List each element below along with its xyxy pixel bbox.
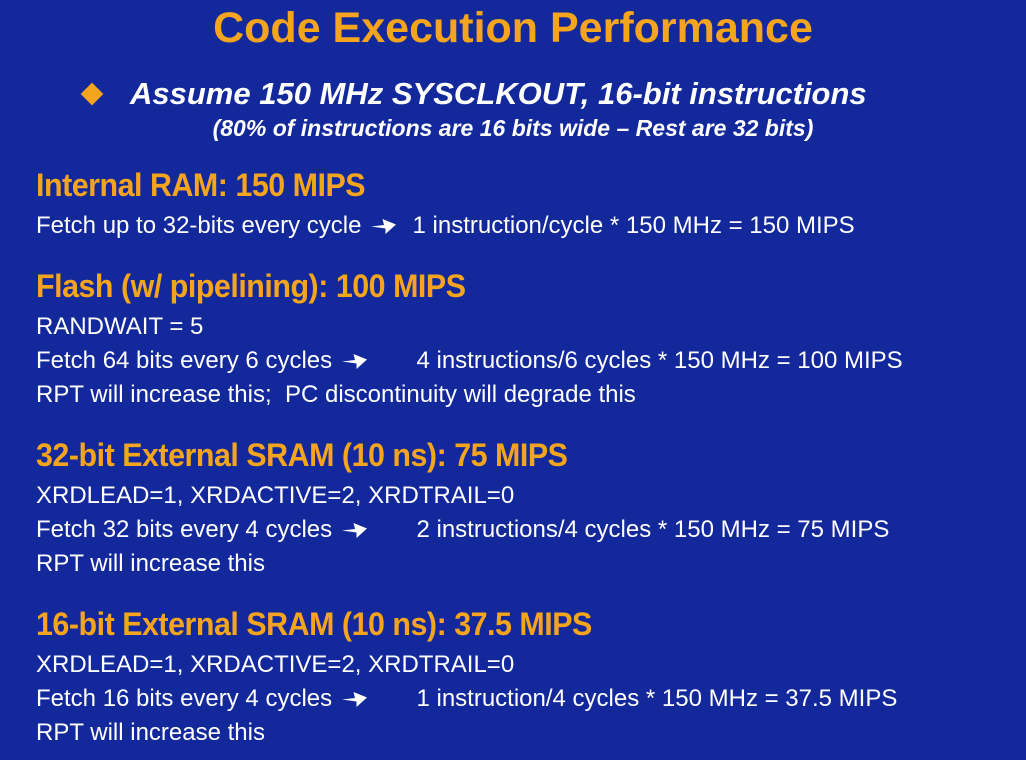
right-arrow-icon — [370, 215, 397, 235]
body-text: RPT will increase this — [36, 719, 265, 746]
body-text: RPT will increase this; PC discontinuity… — [36, 381, 636, 408]
body-text: Fetch 32 bits every 4 cycles — [36, 516, 339, 543]
body-text: 2 instructions/4 cycles * 150 MHz = 75 M… — [369, 516, 890, 543]
section-heading: Flash (w/ pipelining): 100 MIPS — [36, 268, 466, 304]
memory-section: 32-bit External SRAM (10 ns): 75 MIPS XRD… — [36, 437, 1026, 581]
body-text: 1 instruction/cycle * 150 MHz = 150 MIPS — [399, 212, 855, 239]
right-arrow-icon — [341, 350, 368, 370]
section-body-line: Fetch 64 bits every 6 cycles 4 instructi… — [36, 344, 1026, 378]
section-body-line: Fetch up to 32-bits every cycle 1 instru… — [36, 209, 1026, 243]
memory-section: Flash (w/ pipelining): 100 MIPS RANDWAIT … — [36, 268, 1026, 412]
right-arrow-icon — [341, 688, 368, 708]
body-text: Fetch up to 32-bits every cycle — [36, 212, 369, 239]
memory-section: Internal RAM: 150 MIPS Fetch up to 32-bit… — [36, 167, 1026, 243]
sections: Internal RAM: 150 MIPS Fetch up to 32-bit… — [0, 167, 1026, 750]
bullet-text: Assume 150 MHz SYSCLKOUT, 16-bit instruc… — [130, 76, 867, 111]
section-heading: Internal RAM: 150 MIPS — [36, 167, 366, 203]
body-text: XRDLEAD=1, XRDACTIVE=2, XRDTRAIL=0 — [36, 482, 515, 509]
section-body-line: RPT will increase this — [36, 547, 1026, 581]
body-text: RPT will increase this — [36, 550, 265, 577]
section-heading: 16-bit External SRAM (10 ns): 37.5 MIPS — [36, 606, 592, 642]
section-body-line: Fetch 16 bits every 4 cycles 1 instructi… — [36, 682, 1026, 716]
memory-section: 16-bit External SRAM (10 ns): 37.5 MIPS X… — [36, 606, 1026, 750]
right-arrow-icon — [341, 519, 368, 539]
bullet-row: Assume 150 MHz SYSCLKOUT, 16-bit instruc… — [0, 76, 1026, 112]
body-text: 1 instruction/4 cycles * 150 MHz = 37.5 … — [369, 685, 898, 712]
section-body-line: Fetch 32 bits every 4 cycles 2 instructi… — [36, 513, 1026, 547]
body-text: 4 instructions/6 cycles * 150 MHz = 100 … — [369, 347, 903, 374]
bullet-subtext: (80% of instructions are 16 bits wide – … — [212, 115, 814, 141]
section-body-line: RPT will increase this; PC discontinuity… — [36, 378, 1026, 412]
section-body-line: RPT will increase this — [36, 716, 1026, 750]
diamond-bullet-icon — [80, 82, 104, 106]
body-text: RANDWAIT = 5 — [36, 313, 204, 340]
slide-title: Code Execution Performance — [213, 4, 813, 52]
section-heading: 32-bit External SRAM (10 ns): 75 MIPS — [36, 437, 568, 473]
section-body-line: RANDWAIT = 5 — [36, 310, 1026, 344]
body-text: XRDLEAD=1, XRDACTIVE=2, XRDTRAIL=0 — [36, 651, 515, 678]
body-text: Fetch 64 bits every 6 cycles — [36, 347, 339, 374]
section-body-line: XRDLEAD=1, XRDACTIVE=2, XRDTRAIL=0 — [36, 648, 1026, 682]
body-text: Fetch 16 bits every 4 cycles — [36, 685, 339, 712]
section-body-line: XRDLEAD=1, XRDACTIVE=2, XRDTRAIL=0 — [36, 479, 1026, 513]
